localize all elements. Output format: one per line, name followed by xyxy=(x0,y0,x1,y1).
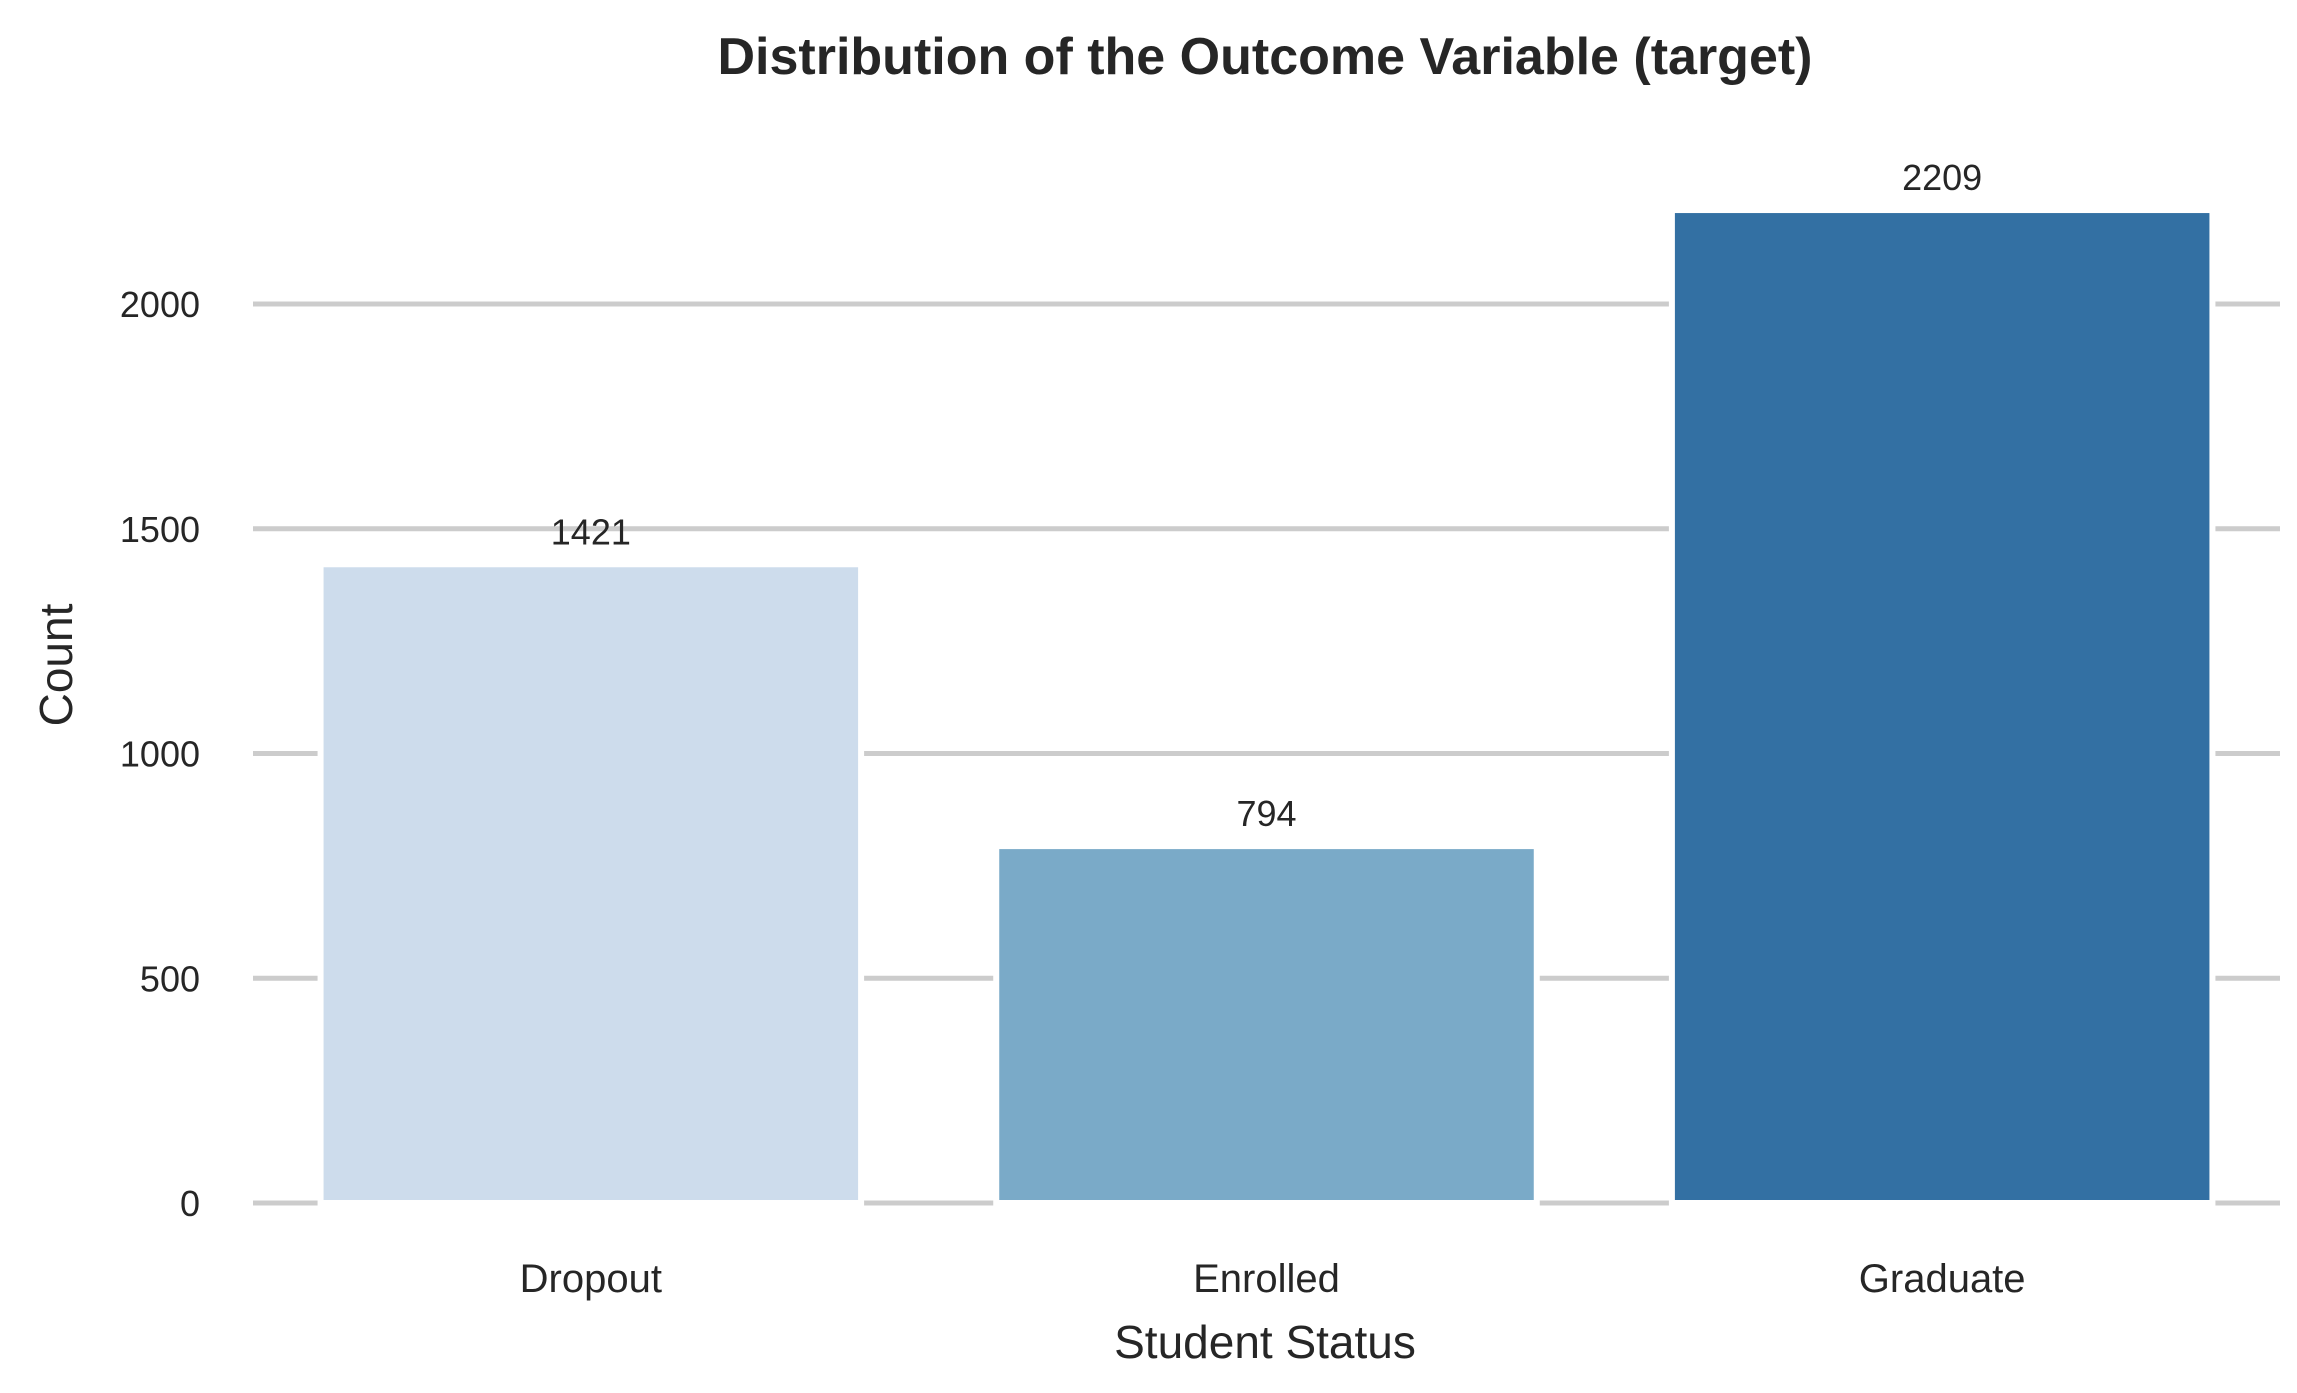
bar-dropout xyxy=(317,561,865,1206)
y-tick-label: 0 xyxy=(180,1183,200,1224)
y-axis-ticks: 0 500 1000 1500 2000 xyxy=(120,284,200,1224)
bar-enrolled xyxy=(993,843,1540,1206)
bars xyxy=(317,207,2216,1206)
data-labels: 1421 794 2209 xyxy=(551,157,1982,834)
bar-graduate xyxy=(1668,207,2216,1206)
data-label-enrolled: 794 xyxy=(1236,793,1296,834)
x-axis-label: Student Status xyxy=(1114,1316,1416,1368)
x-axis-ticks: Dropout Enrolled Graduate xyxy=(520,1257,2026,1301)
y-axis-label: Count xyxy=(30,603,82,726)
data-label-dropout: 1421 xyxy=(551,511,631,552)
y-tick-label: 1000 xyxy=(120,734,200,775)
y-tick-label: 1500 xyxy=(120,509,200,550)
y-tick-label: 500 xyxy=(140,958,200,999)
data-label-graduate: 2209 xyxy=(1902,157,1982,198)
x-tick-label: Graduate xyxy=(1859,1257,2026,1301)
chart-title: Distribution of the Outcome Variable (ta… xyxy=(718,28,1813,86)
x-tick-label: Dropout xyxy=(520,1257,662,1301)
y-tick-label: 2000 xyxy=(120,284,200,325)
x-tick-label: Enrolled xyxy=(1193,1257,1340,1301)
